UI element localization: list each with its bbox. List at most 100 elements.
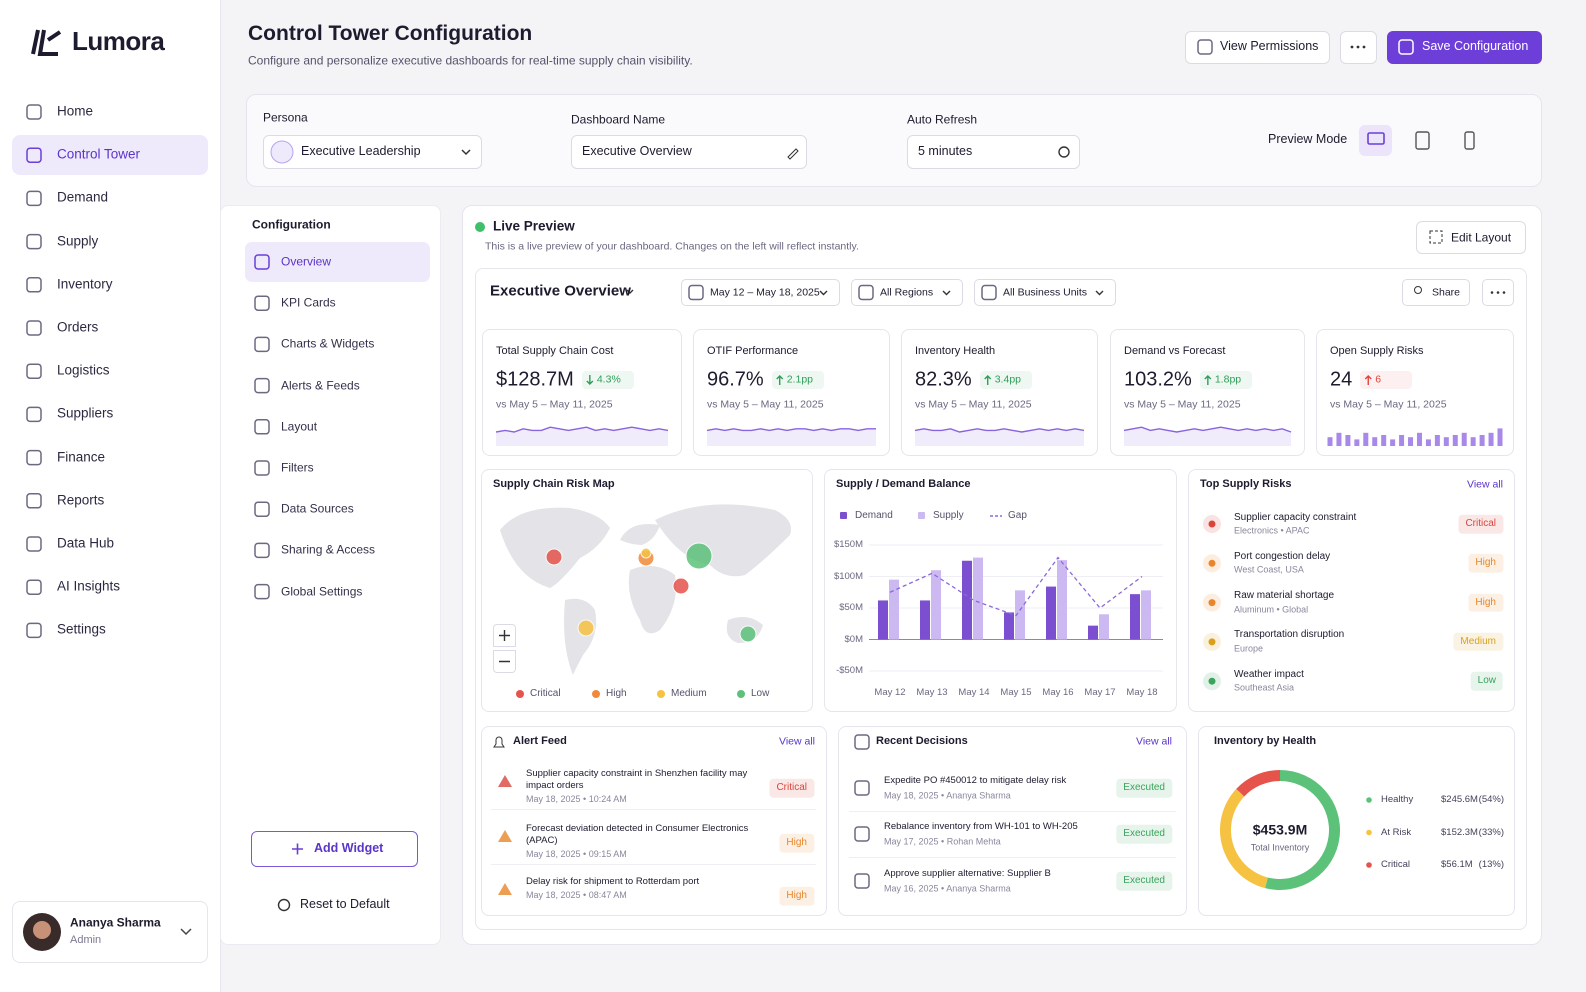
continent: [628, 566, 676, 634]
divider: [849, 857, 1176, 858]
desktop-icon: [1367, 132, 1385, 145]
x-tick-label: May 17: [1084, 687, 1116, 699]
alert-text: Forecast deviation detected in Consumer …: [526, 823, 749, 846]
kpi-label: OTIF Performance: [707, 345, 799, 358]
avatar-face: [33, 921, 51, 939]
alert-text: Delay risk for shipment to Rotterdam por…: [526, 876, 700, 887]
sparkline-bar: [1425, 439, 1431, 446]
icon: [854, 826, 870, 842]
config-item[interactable]: Overview: [281, 254, 332, 269]
nav-item[interactable]: Suppliers: [57, 405, 114, 421]
legend-share: (54%): [1478, 794, 1504, 806]
config-item[interactable]: Alerts & Feeds: [281, 378, 360, 393]
divider: [491, 864, 816, 865]
icon: [254, 542, 270, 559]
chevron: [626, 289, 634, 294]
kpi-label: Inventory Health: [915, 345, 996, 358]
risk-detail: Electronics • APAC: [1234, 525, 1310, 536]
divider: [849, 811, 1176, 812]
decision-time: May 17, 2025 • Rohan Mehta: [884, 836, 1001, 847]
legend-swatch: [918, 512, 925, 519]
nav-item[interactable]: Control Tower: [57, 146, 141, 162]
field-label: Persona: [263, 110, 308, 125]
legend-label: Medium: [671, 687, 707, 699]
sparkline-bar: [1399, 435, 1405, 446]
kpi-change-bg: [979, 371, 1032, 389]
legend-swatch: [1366, 862, 1372, 868]
config-item[interactable]: Sharing & Access: [281, 542, 376, 557]
dot: [1496, 291, 1500, 294]
icon: [26, 190, 42, 207]
config-item[interactable]: Layout: [281, 419, 318, 434]
risk-icon-core: [1208, 559, 1216, 567]
kpi-comparison: vs May 5 – May 11, 2025: [1330, 398, 1447, 411]
nav-item[interactable]: Home: [57, 103, 94, 119]
bar: [1088, 625, 1098, 640]
legend-label: Critical: [1381, 859, 1411, 871]
kpi-change: 1.8pp: [1214, 373, 1242, 386]
sparkline-bar: [1336, 432, 1342, 446]
bar: [962, 560, 972, 640]
legend-swatch: [657, 690, 665, 698]
nav-item[interactable]: Finance: [57, 449, 106, 465]
edit-layout-btn[interactable]: [1416, 221, 1526, 254]
trend-arrow: [984, 375, 992, 385]
nav-item[interactable]: Data Hub: [57, 535, 115, 551]
config-item[interactable]: Charts & Widgets: [281, 336, 375, 351]
chevron: [819, 290, 828, 296]
field-label: Auto Refresh: [907, 112, 978, 127]
y-tick-label: $50M: [839, 602, 863, 614]
link[interactable]: View all: [1136, 735, 1172, 748]
icon: [26, 406, 42, 423]
sparkline-area: [915, 428, 1084, 446]
filter[interactable]: [974, 279, 1116, 306]
icon: [26, 449, 42, 466]
sparkline-bar: [1443, 437, 1449, 446]
legend-share: (33%): [1478, 826, 1504, 838]
nav-item[interactable]: Inventory: [57, 276, 113, 292]
config-active: [245, 242, 430, 282]
sparkline-bar: [1372, 437, 1378, 446]
x-tick-label: May 14: [958, 687, 990, 699]
divider: [491, 809, 816, 810]
dot: [1502, 291, 1506, 294]
preview-desktop[interactable]: [1359, 125, 1392, 156]
filter-label: All Business Units: [1003, 285, 1088, 298]
filter-label: All Regions: [880, 285, 934, 298]
risk-icon-core: [1208, 599, 1216, 607]
auto-refresh-input[interactable]: [907, 135, 1080, 169]
add-widget-btn[interactable]: [251, 831, 418, 867]
dashboard-name-input[interactable]: [571, 135, 807, 169]
config-item[interactable]: Filters: [281, 460, 314, 475]
y-tick-label: $150M: [833, 539, 863, 551]
kpi-comparison: vs May 5 – May 11, 2025: [1124, 398, 1241, 411]
link[interactable]: View all: [779, 735, 815, 748]
link[interactable]: View all: [1467, 478, 1503, 491]
icon: [854, 734, 870, 750]
nav-item[interactable]: Orders: [57, 319, 99, 335]
nav-item[interactable]: Supply: [57, 233, 99, 249]
nav-item[interactable]: Settings: [57, 621, 106, 637]
input-value: Executive Overview: [582, 144, 692, 159]
nav-item[interactable]: AI Insights: [57, 578, 121, 594]
button-label[interactable]: Reset to Default: [300, 897, 390, 912]
persona-select[interactable]: [263, 135, 482, 169]
layout-icon: [1429, 230, 1443, 244]
badge: High: [1468, 554, 1503, 573]
nav-item[interactable]: Demand: [57, 189, 109, 205]
config-item[interactable]: KPI Cards: [281, 295, 336, 310]
config-item[interactable]: Global Settings: [281, 584, 363, 599]
legend-label: High: [606, 687, 627, 699]
share-btn[interactable]: [1402, 279, 1470, 306]
filter[interactable]: [681, 279, 840, 306]
dot: [1350, 45, 1354, 49]
badge: High: [779, 833, 814, 853]
nav-item[interactable]: Logistics: [57, 362, 110, 378]
reset-icon: [277, 898, 291, 912]
config-item[interactable]: Data Sources: [281, 501, 354, 516]
risk-title: Supplier capacity constraint: [1234, 511, 1357, 523]
nav-item[interactable]: Reports: [57, 492, 105, 508]
trend-arrow: [776, 375, 784, 385]
view-permissions-btn[interactable]: [1185, 31, 1330, 64]
